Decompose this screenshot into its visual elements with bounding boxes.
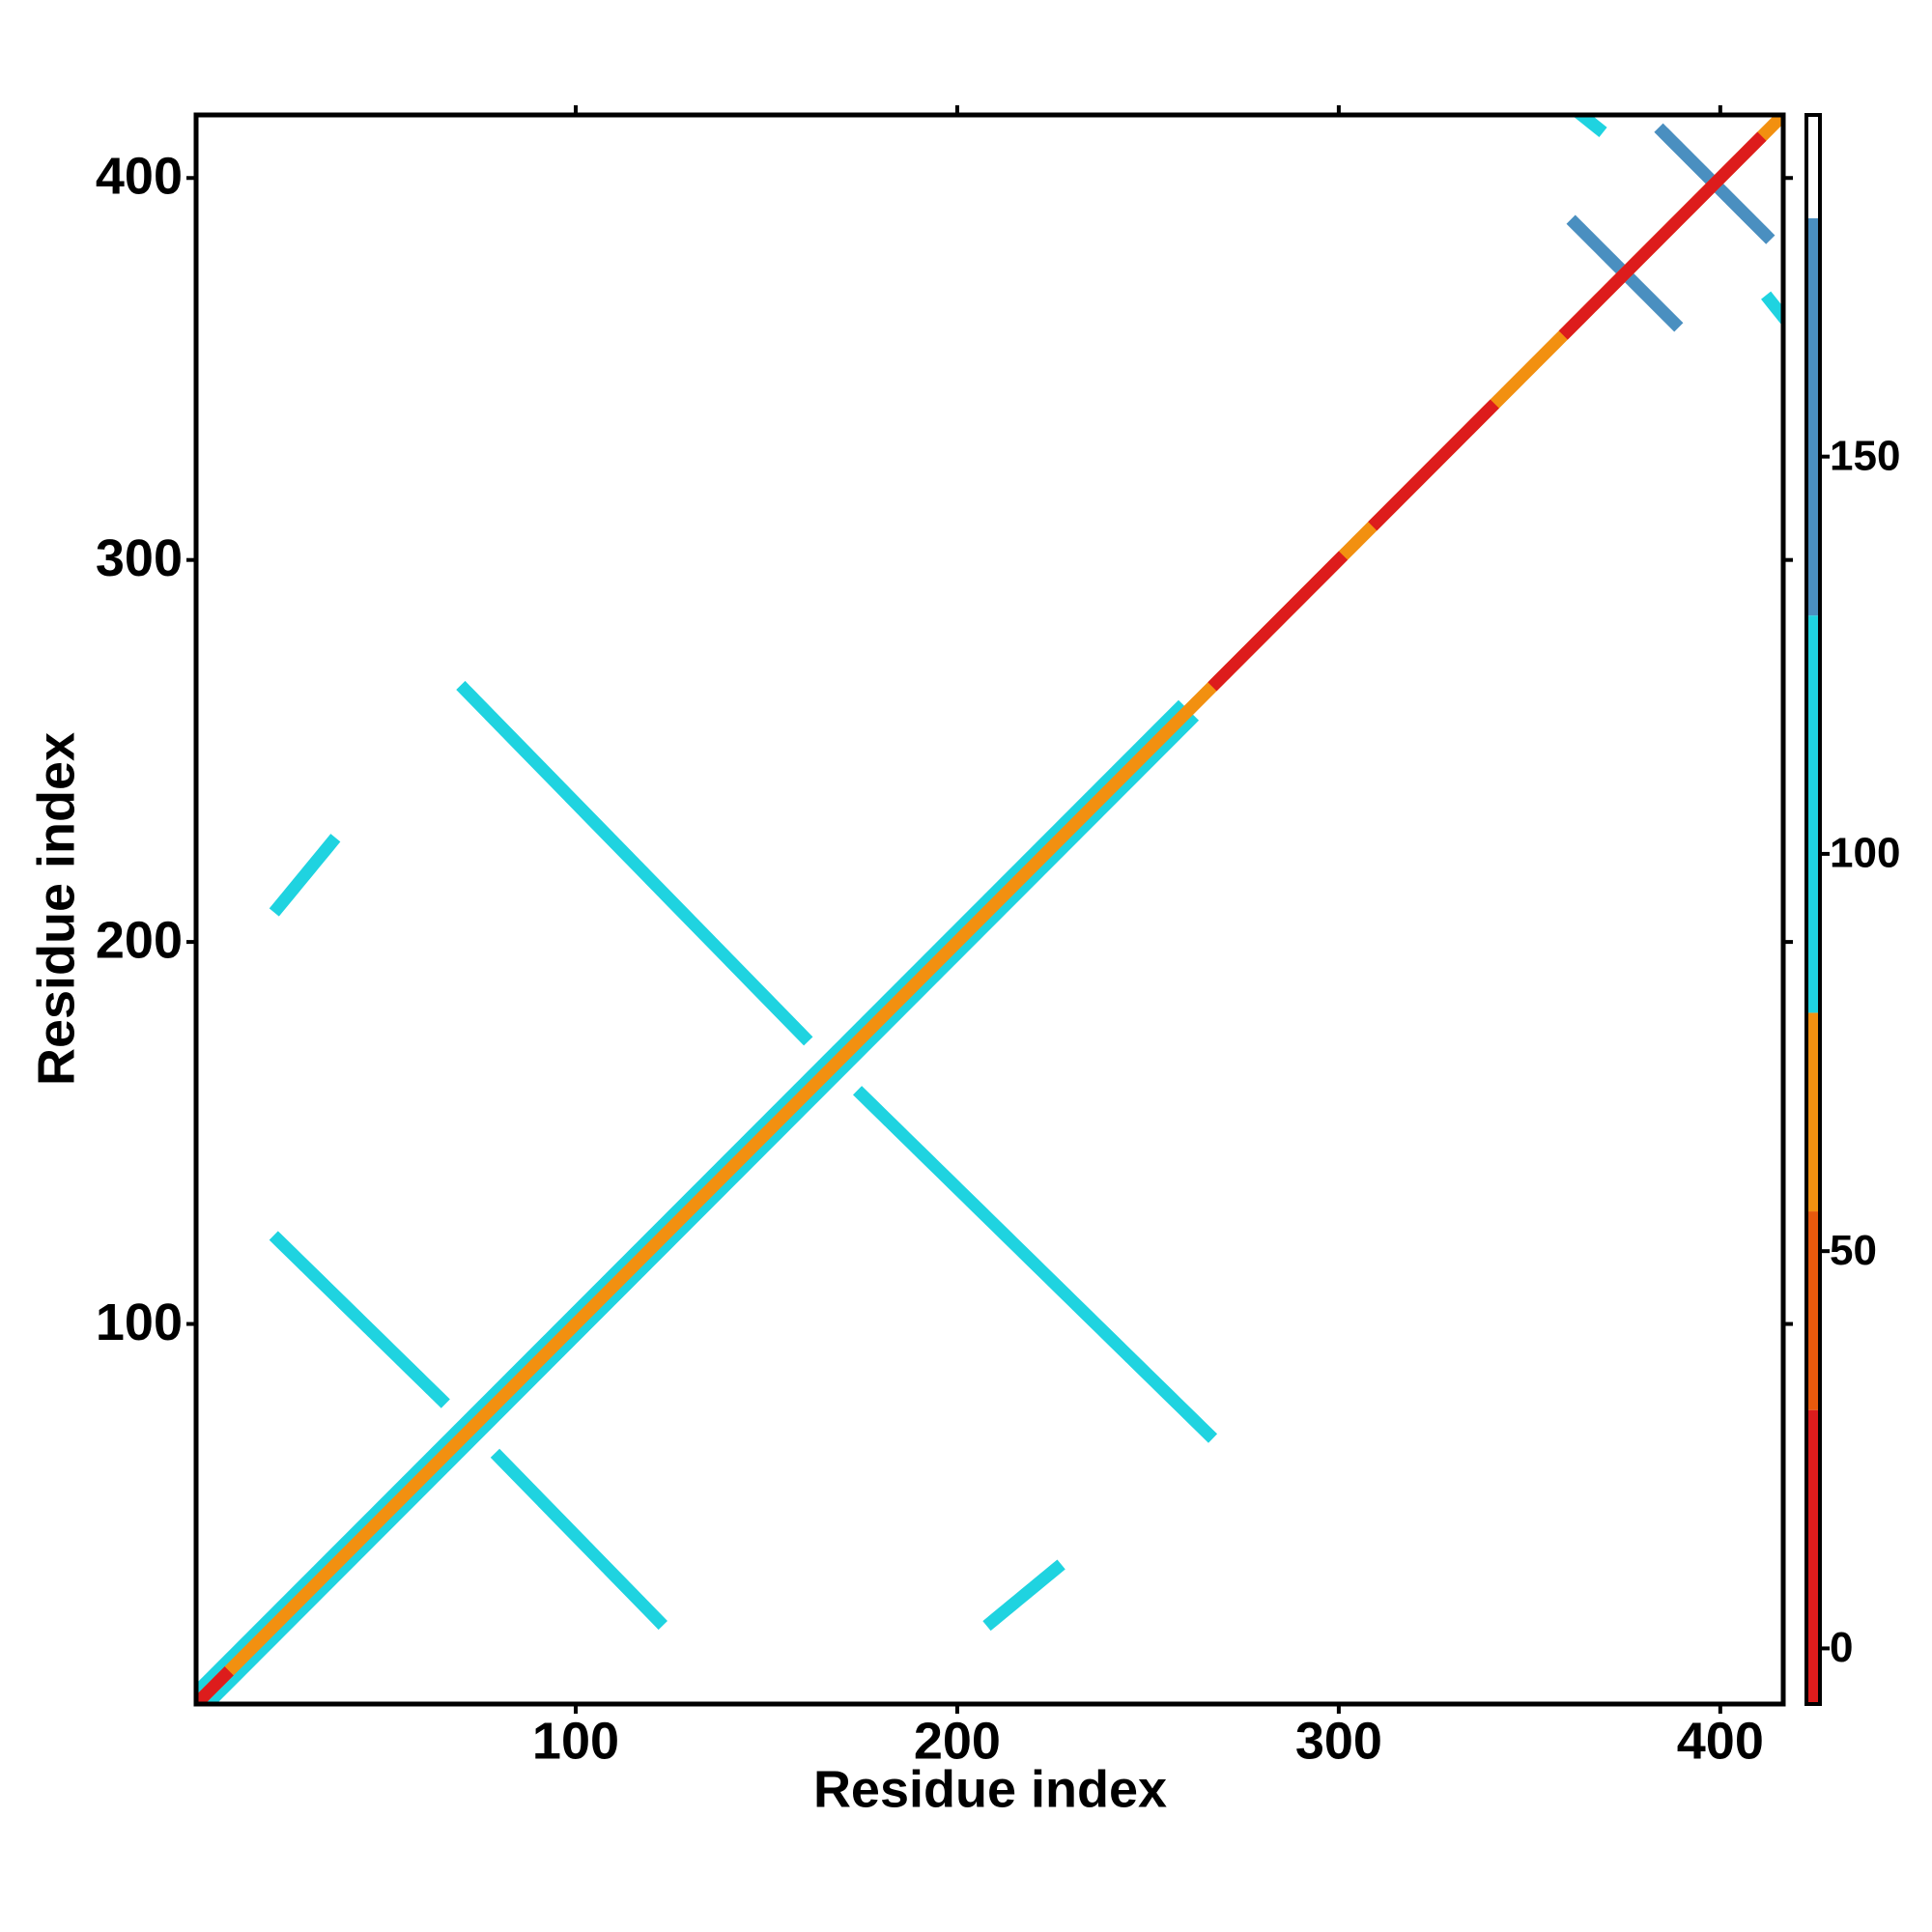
colorbar-segment xyxy=(1806,615,1820,1013)
y-tick-label: 200 xyxy=(96,911,183,969)
x-axis-label: Residue index xyxy=(813,1760,1167,1818)
colorbar-segment xyxy=(1806,1211,1820,1410)
contact-band xyxy=(196,115,1783,1704)
y-tick-label: 400 xyxy=(96,148,183,206)
colorbar-tick-label: 50 xyxy=(1830,1227,1877,1274)
colorbar-frame xyxy=(1804,113,1822,1706)
contact-band xyxy=(1558,130,1768,340)
contact-band xyxy=(852,1086,1218,1444)
contact-band xyxy=(196,699,1188,1700)
colorbar-segment xyxy=(1806,1409,1820,1704)
contact-band xyxy=(196,1666,234,1704)
contact-band xyxy=(456,680,814,1047)
x-tick-label: 100 xyxy=(532,1712,619,1770)
x-tick-label: 300 xyxy=(1295,1712,1382,1770)
contact-band xyxy=(490,1448,669,1632)
plot-frame xyxy=(193,112,1786,1707)
x-tick-label: 400 xyxy=(1677,1712,1764,1770)
colorbar-tick-label: 100 xyxy=(1830,830,1900,877)
x-tick-label: 200 xyxy=(914,1712,1001,1770)
colorbar-tick-label: 0 xyxy=(1830,1624,1853,1671)
contact-band xyxy=(200,711,1200,1704)
contact-band xyxy=(269,834,341,917)
y-tick-label: 300 xyxy=(96,529,183,587)
contact-band xyxy=(982,1559,1065,1632)
y-axis-label: Residue index xyxy=(27,732,85,1086)
colorbar-tick-label: 150 xyxy=(1830,432,1900,479)
contact-band xyxy=(269,1231,451,1409)
y-tick-label: 100 xyxy=(96,1293,183,1351)
colorbar-segment xyxy=(1806,1012,1820,1212)
colorbar-segment xyxy=(1806,115,1820,218)
contact-band xyxy=(1208,551,1349,692)
contact-band xyxy=(1368,398,1501,531)
colorbar-segment xyxy=(1806,217,1820,616)
